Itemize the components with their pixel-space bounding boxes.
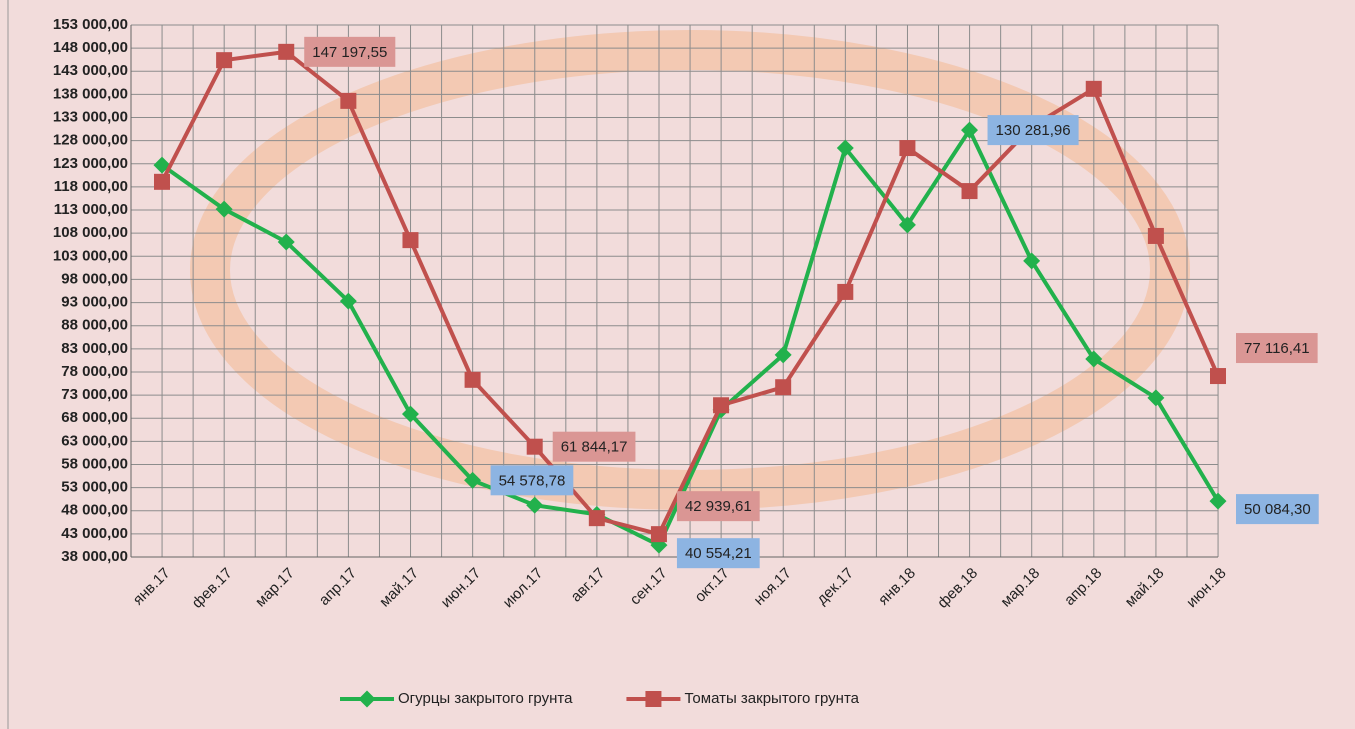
- marker: [713, 397, 729, 413]
- marker: [1086, 81, 1102, 97]
- y-tick-label: 98 000,00: [61, 270, 128, 287]
- data-label-text: 130 281,96: [996, 122, 1071, 139]
- y-tick-label: 148 000,00: [53, 39, 128, 56]
- data-label: 42 939,61: [677, 491, 760, 521]
- y-tick-label: 83 000,00: [61, 340, 128, 357]
- y-tick-label: 53 000,00: [61, 479, 128, 496]
- marker: [465, 372, 481, 388]
- data-label-text: 54 578,78: [499, 472, 566, 489]
- data-label: 50 084,30: [1236, 494, 1319, 524]
- data-label: 147 197,55: [304, 37, 395, 67]
- marker: [402, 232, 418, 248]
- y-tick-label: 153 000,00: [53, 16, 128, 33]
- y-tick-label: 133 000,00: [53, 108, 128, 125]
- y-tick-label: 143 000,00: [53, 62, 128, 79]
- y-tick-label: 43 000,00: [61, 525, 128, 542]
- chart: 38 000,00 43 000,00 48 000,00 53 000,00 58 0…: [0, 0, 1355, 729]
- y-tick-label: 123 000,00: [53, 155, 128, 172]
- marker: [278, 44, 294, 60]
- data-label-text: 42 939,61: [685, 498, 752, 515]
- data-label: 40 554,21: [677, 538, 760, 568]
- marker: [775, 379, 791, 395]
- y-tick-label: 128 000,00: [53, 132, 128, 149]
- background: [0, 0, 1355, 729]
- marker: [1210, 368, 1226, 384]
- y-tick-label: 38 000,00: [61, 548, 128, 565]
- legend-label: Огурцы закрытого грунта: [398, 690, 573, 707]
- marker: [899, 140, 915, 156]
- y-tick-label: 88 000,00: [61, 317, 128, 334]
- y-tick-label: 48 000,00: [61, 502, 128, 519]
- data-label: 77 116,41: [1236, 333, 1318, 363]
- data-label: 130 281,96: [988, 115, 1079, 145]
- marker: [962, 183, 978, 199]
- y-tick-label: 103 000,00: [53, 247, 128, 264]
- y-tick-label: 68 000,00: [61, 409, 128, 426]
- y-tick-label: 93 000,00: [61, 294, 128, 311]
- marker: [527, 439, 543, 455]
- marker: [589, 510, 605, 526]
- y-tick-label: 118 000,00: [54, 178, 128, 195]
- y-tick-label: 138 000,00: [53, 85, 128, 102]
- data-label: 61 844,17: [553, 432, 636, 462]
- marker: [216, 52, 232, 68]
- y-tick-label: 108 000,00: [53, 224, 128, 241]
- data-label-text: 77 116,41: [1244, 340, 1310, 357]
- legend-label: Томаты закрытого грунта: [684, 690, 859, 707]
- data-label-text: 147 197,55: [312, 44, 387, 61]
- marker: [651, 526, 667, 542]
- y-tick-label: 63 000,00: [61, 432, 128, 449]
- marker: [837, 284, 853, 300]
- y-tick-label: 113 000,00: [54, 201, 128, 218]
- marker: [340, 93, 356, 109]
- y-tick-label: 73 000,00: [61, 386, 128, 403]
- data-label: 54 578,78: [491, 465, 574, 495]
- data-label-text: 50 084,30: [1244, 501, 1311, 518]
- legend-marker: [645, 691, 661, 707]
- y-tick-label: 58 000,00: [61, 455, 128, 472]
- marker: [1148, 228, 1164, 244]
- y-tick-label: 78 000,00: [61, 363, 128, 380]
- data-label-text: 40 554,21: [685, 545, 752, 562]
- marker: [154, 174, 170, 190]
- data-label-text: 61 844,17: [561, 439, 628, 456]
